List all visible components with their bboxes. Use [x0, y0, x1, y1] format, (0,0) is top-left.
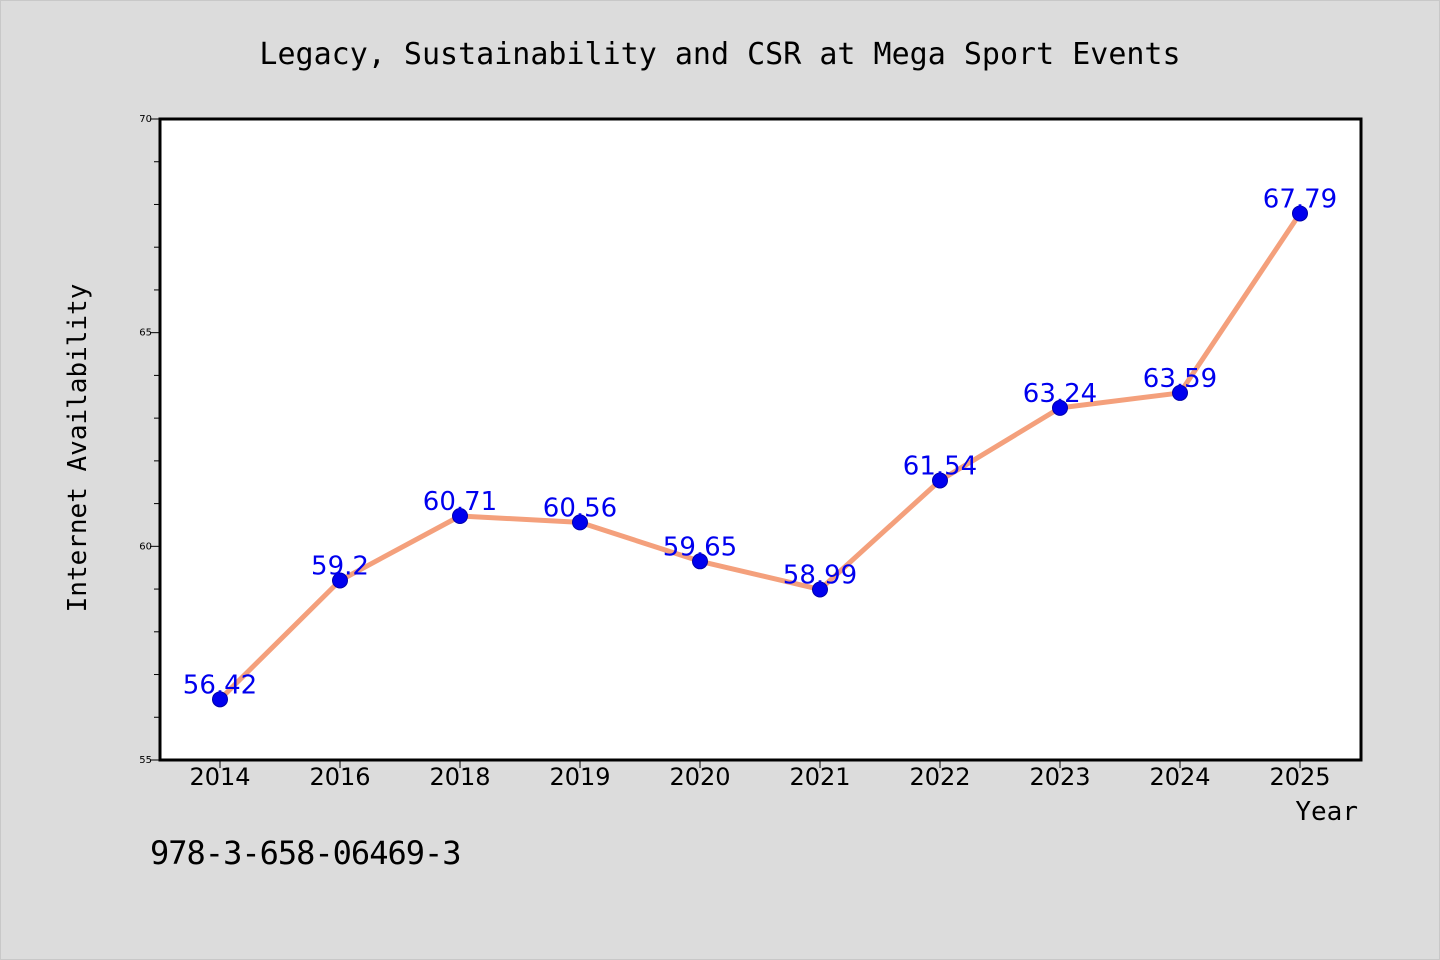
series-line-group	[217, 210, 1303, 702]
series-markers-group	[212, 205, 1308, 708]
x-tick-label: 2021	[789, 763, 850, 791]
chart-title: Legacy, Sustainability and CSR at Mega S…	[259, 37, 1180, 72]
y-minor-ticks	[154, 161, 160, 718]
data-label: 56.42	[183, 670, 257, 700]
series-line	[217, 210, 1303, 702]
y-tick-label: 55	[139, 755, 152, 766]
y-tick-label: 65	[139, 328, 152, 339]
data-point	[572, 514, 588, 531]
data-point	[692, 553, 708, 570]
y-axis: 55 60 65 70	[139, 114, 160, 766]
x-tick-label: 2016	[309, 763, 370, 791]
x-tick-label: 2020	[669, 763, 730, 791]
data-point	[932, 472, 948, 489]
x-tick-label: 2019	[549, 763, 610, 791]
data-label: 67.79	[1263, 184, 1337, 214]
y-axis-label: Internet Availability	[63, 284, 93, 613]
x-tick-label: 2018	[429, 763, 490, 791]
data-labels-group: 56.42 59.2 60.71 60.56 59.65 58.99 61.54 63.24 6…	[183, 184, 1337, 700]
data-point	[812, 581, 828, 598]
data-label: 61.54	[903, 452, 977, 482]
isbn-footer: 978-3-658-06469-3	[150, 834, 462, 872]
data-label: 59.2	[311, 552, 369, 582]
data-label: 63.59	[1143, 364, 1217, 394]
data-point	[332, 572, 348, 589]
x-tick-label: 2025	[1269, 763, 1330, 791]
data-point	[1172, 384, 1188, 401]
x-axis-label: Year	[1295, 797, 1358, 827]
data-label: 59.65	[663, 532, 737, 562]
data-label: 60.56	[543, 493, 617, 523]
x-axis: 2014 2016 2018 2019 2020 2021 2022 2023 2024 2025	[189, 760, 1331, 791]
x-tick-label: 2014	[189, 763, 250, 791]
x-tick-label: 2024	[1149, 763, 1210, 791]
data-point	[1052, 399, 1068, 416]
data-label: 60.71	[423, 487, 497, 517]
data-point	[452, 507, 468, 524]
data-point	[1292, 205, 1308, 222]
y-tick-label: 60	[139, 541, 152, 552]
x-tick-label: 2023	[1029, 763, 1090, 791]
plot-area	[158, 117, 1363, 762]
x-tick-label: 2022	[909, 763, 970, 791]
y-tick-label: 70	[139, 114, 152, 125]
data-point	[212, 691, 228, 708]
data-label: 63.24	[1023, 379, 1097, 409]
data-label: 58.99	[783, 560, 857, 590]
